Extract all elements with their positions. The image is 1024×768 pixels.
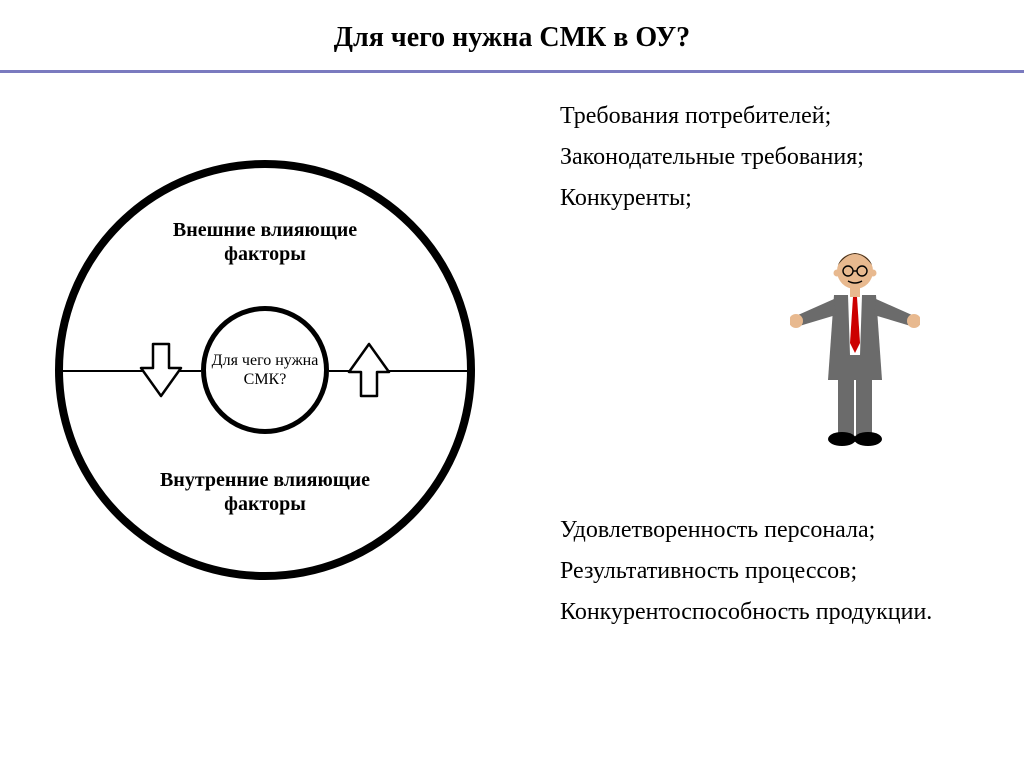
external-factors-list: Требования потребителей; Законодательные … xyxy=(560,98,864,222)
outer-top-label: Внешние влияющиефакторы xyxy=(145,218,385,266)
list-item: Законодательные требования; xyxy=(560,139,864,176)
arrow-down-icon xyxy=(139,342,183,398)
list-item: Конкурентоспособность продукции. xyxy=(560,594,932,631)
outer-bottom-label: Внутренние влияющиефакторы xyxy=(145,468,385,516)
factors-diagram: Внешние влияющиефакторы Внутренние влияю… xyxy=(45,120,485,560)
inner-circle: Для чего нужна СМК? xyxy=(201,306,329,434)
title-divider xyxy=(0,70,1024,73)
list-item: Конкуренты; xyxy=(560,180,864,217)
arrow-up-icon xyxy=(347,342,391,398)
page-title: Для чего нужна СМК в ОУ? xyxy=(0,22,1024,54)
list-item: Результативность процессов; xyxy=(560,553,932,590)
inner-circle-label: Для чего нужна СМК? xyxy=(206,351,324,389)
list-item: Требования потребителей; xyxy=(560,98,864,135)
list-item: Удовлетворенность персонала; xyxy=(560,512,932,549)
internal-factors-list: Удовлетворенность персонала; Результативн… xyxy=(560,512,932,636)
person-shrug-icon xyxy=(790,235,920,455)
